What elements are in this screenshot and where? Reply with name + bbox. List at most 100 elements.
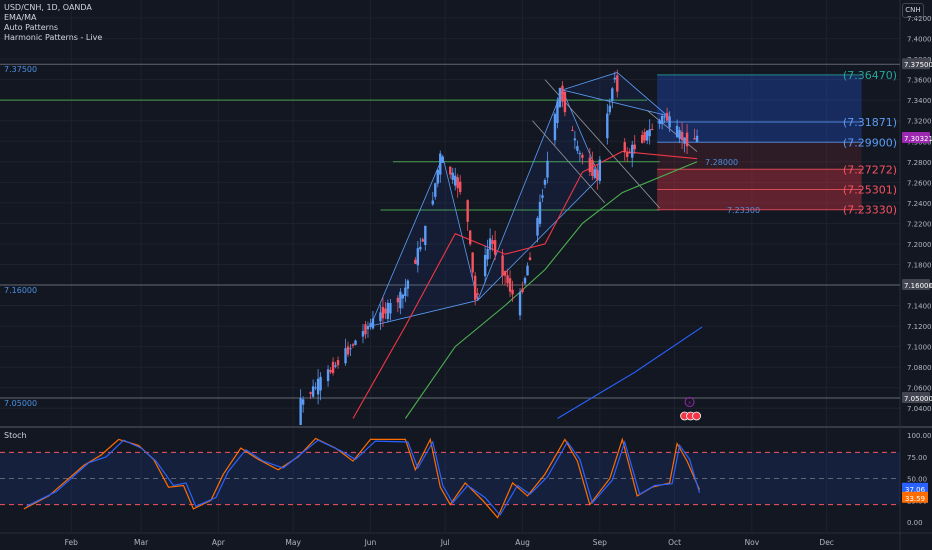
- candle-body: [471, 252, 474, 273]
- candle-body: [491, 240, 494, 245]
- candle-body: [334, 365, 337, 367]
- harmonic-pattern-triangle: [369, 155, 479, 327]
- candle-body: [488, 238, 492, 250]
- candle-body: [591, 159, 594, 176]
- stoch-pane-title[interactable]: Stoch: [4, 431, 27, 440]
- price-axis-tick: 7.10000: [907, 344, 932, 352]
- target-label: (7.23330): [843, 204, 897, 217]
- target-label: (7.25301): [843, 184, 897, 197]
- bullish-target-zone: [657, 74, 862, 143]
- price-axis-tick: 7.24000: [907, 200, 932, 208]
- candle-body: [419, 246, 422, 250]
- level-label: 7.05000: [4, 399, 37, 408]
- candle-body: [468, 230, 472, 245]
- wedge-line: [532, 120, 606, 204]
- currency-button[interactable]: CNH: [902, 3, 924, 18]
- price-tag-label: 7.30321: [904, 135, 932, 143]
- candle-body: [449, 166, 452, 175]
- price-axis-tick: 7.14000: [907, 303, 932, 311]
- time-axis-tick: Jun: [364, 538, 377, 547]
- candle-body: [473, 275, 477, 300]
- candle-body: [381, 307, 385, 319]
- level-label: 7.28000: [705, 158, 738, 167]
- candle-body: [351, 344, 355, 346]
- candle-body: [434, 183, 437, 197]
- price-axis-tick: 7.36000: [907, 77, 932, 85]
- price-axis-tick: 7.42000: [907, 15, 932, 23]
- candle-body: [611, 88, 614, 101]
- candle-body: [511, 289, 514, 295]
- candle-body: [643, 131, 646, 141]
- candle-body: [379, 312, 382, 322]
- time-axis-tick: Aug: [515, 538, 530, 547]
- candle-body: [660, 115, 664, 125]
- stoch-axis-tick: 100.00: [907, 432, 932, 440]
- economic-event-icon: [692, 411, 701, 421]
- candle-body: [578, 152, 582, 155]
- candle-body: [663, 116, 666, 118]
- stoch-value-label: 33.59: [905, 495, 925, 503]
- price-tag: [902, 279, 930, 291]
- candle-body: [680, 131, 684, 141]
- candle-body: [576, 146, 579, 151]
- candle-body: [331, 361, 335, 374]
- candle-body: [349, 348, 352, 350]
- candle-body: [693, 138, 696, 140]
- candle-body: [396, 297, 400, 303]
- price-axis-tick: 7.20000: [907, 241, 932, 249]
- legend-item-harmonic[interactable]: Harmonic Patterns - Live: [4, 33, 103, 42]
- stoch-k-line: [26, 439, 701, 517]
- candle-body: [508, 278, 512, 292]
- price-axis-tick: 7.08000: [907, 364, 932, 372]
- candle-body: [406, 280, 410, 289]
- price-axis-tick: 7.06000: [907, 385, 932, 393]
- candle-body: [526, 265, 529, 276]
- candle-body: [503, 271, 507, 276]
- time-axis-tick: Jul: [440, 538, 450, 547]
- candle-body: [451, 172, 454, 180]
- legend-item-ema[interactable]: EMA/MA: [4, 13, 37, 22]
- candle-body: [336, 360, 340, 366]
- price-tag: [902, 58, 930, 70]
- candle-body: [476, 293, 479, 295]
- candle-body: [538, 201, 542, 224]
- candle-body: [416, 248, 420, 266]
- wedge-line: [646, 110, 698, 152]
- candle-body: [501, 255, 504, 276]
- price-axis-tick: 7.22000: [907, 220, 932, 228]
- time-axis-tick: May: [285, 538, 301, 547]
- price-tag-label: 7.16000: [904, 282, 932, 290]
- price-tag: [902, 131, 930, 143]
- candle-body: [553, 113, 557, 141]
- candle-body: [301, 399, 305, 405]
- candle-body: [528, 257, 532, 261]
- candle-body: [648, 129, 651, 137]
- candle-body: [369, 323, 372, 327]
- candle-body: [486, 249, 489, 260]
- candle-body: [588, 157, 592, 173]
- candle-body: [631, 144, 634, 158]
- candle-body: [623, 142, 626, 153]
- candle-body: [441, 156, 444, 163]
- candle-body: [421, 239, 425, 242]
- level-label: 7.16000: [4, 286, 37, 295]
- legend-item-auto-patterns[interactable]: Auto Patterns: [4, 23, 59, 32]
- symbol-title[interactable]: USD/CNH, 1D, OANDA: [4, 3, 92, 12]
- candle-body: [299, 398, 302, 425]
- candle-body: [401, 294, 405, 299]
- candle-body: [389, 303, 392, 314]
- level-label: 7.23300: [727, 206, 760, 215]
- candle-body: [309, 392, 312, 394]
- price-axis-tick: 7.04000: [907, 405, 932, 413]
- price-axis-tick: 7.18000: [907, 261, 932, 269]
- ema-line-red: [352, 150, 698, 419]
- candle-body: [598, 159, 602, 182]
- candle-body: [581, 154, 584, 158]
- candle-body: [386, 303, 390, 319]
- candle-body: [414, 259, 417, 264]
- candle-body: [361, 331, 365, 337]
- candle-body: [608, 105, 611, 113]
- candle-body: [675, 125, 679, 137]
- time-axis-tick: Sep: [593, 538, 607, 547]
